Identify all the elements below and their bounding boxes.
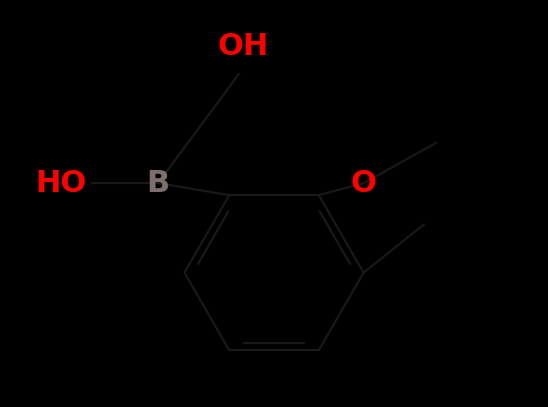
Text: HO: HO [36,168,87,198]
Text: B: B [146,168,169,198]
Text: OH: OH [218,32,269,61]
Text: O: O [351,168,376,198]
